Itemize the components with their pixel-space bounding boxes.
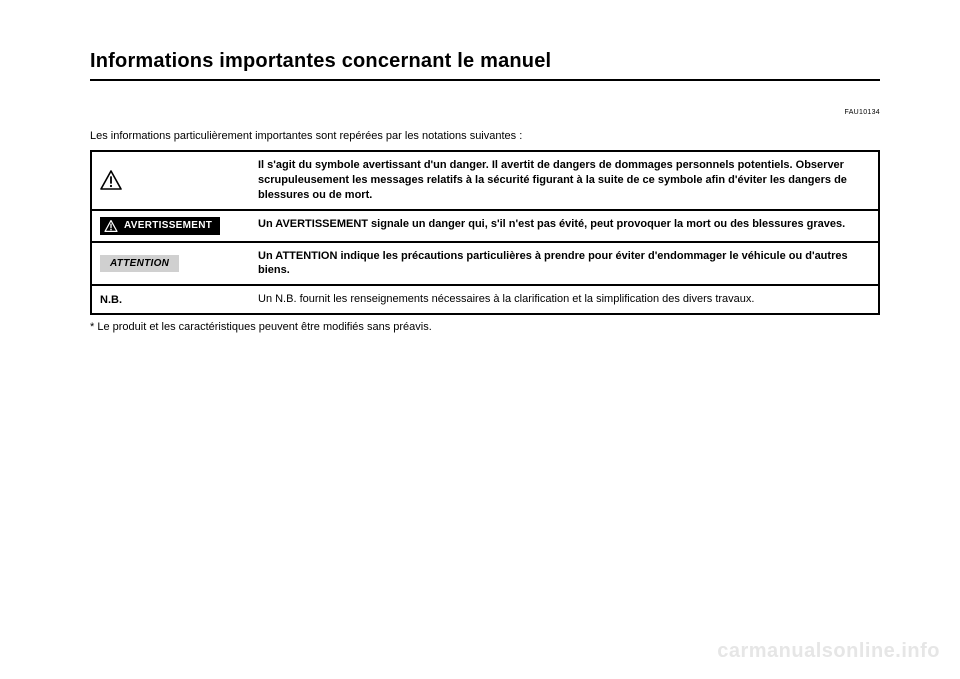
footnote: * Le produit et les caractéristiques peu…	[90, 321, 880, 333]
warning-triangle-icon	[104, 220, 118, 232]
danger-symbol-cell	[100, 158, 250, 203]
document-page: Informations importantes concernant le m…	[0, 0, 960, 333]
intro-text: Les informations particulièrement import…	[90, 130, 880, 142]
doc-code: FAU10134	[90, 109, 880, 116]
page-title: Informations importantes concernant le m…	[90, 50, 880, 73]
avertissement-body: Un AVERTISSEMENT signale un danger qui, …	[250, 217, 870, 235]
attention-pill: ATTENTION	[100, 255, 179, 272]
attention-body: Un ATTENTION indique les précautions par…	[250, 249, 870, 279]
avertissement-label: AVERTISSEMENT	[124, 220, 212, 231]
attention-label-cell: ATTENTION	[100, 249, 250, 279]
title-underline	[90, 79, 880, 81]
row-avertissement: AVERTISSEMENT Un AVERTISSEMENT signale u…	[92, 209, 878, 241]
nb-label-cell: N.B.	[100, 292, 250, 307]
avertissement-pill: AVERTISSEMENT	[100, 217, 220, 235]
row-nb: N.B. Un N.B. fournit les renseignements …	[92, 284, 878, 313]
watermark: carmanualsonline.info	[717, 640, 940, 663]
row-danger: Il s'agit du symbole avertissant d'un da…	[92, 152, 878, 209]
warning-triangle-icon	[100, 170, 122, 190]
avertissement-label-cell: AVERTISSEMENT	[100, 217, 250, 235]
nb-label: N.B.	[100, 294, 122, 306]
row-attention: ATTENTION Un ATTENTION indique les préca…	[92, 241, 878, 285]
notation-table: Il s'agit du symbole avertissant d'un da…	[90, 150, 880, 315]
nb-body: Un N.B. fournit les renseignements néces…	[250, 292, 870, 307]
danger-body: Il s'agit du symbole avertissant d'un da…	[250, 158, 870, 203]
